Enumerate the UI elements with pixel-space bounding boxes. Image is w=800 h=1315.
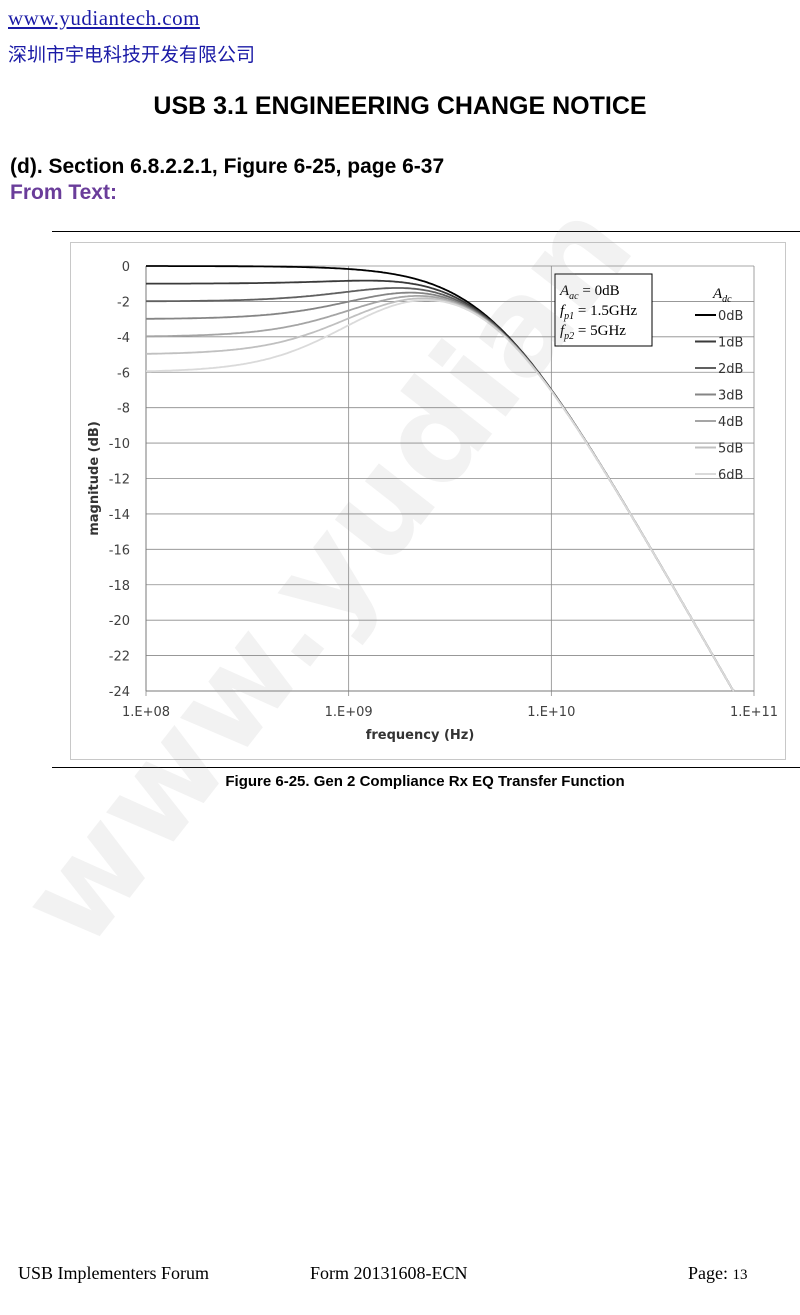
y-axis-title: magnitude (dB) — [87, 421, 102, 536]
chart-frame: 0 -2 -4 -6 -8 -10 -12 -14 -16 -18 -20 -22 -24 1.E+08 1… — [70, 242, 786, 760]
series-line-5dB — [146, 297, 735, 692]
chart-ticks: 0 -2 -4 -6 -8 -10 -12 -14 -16 -18 -20 -22 -24 1.E+08 1… — [109, 260, 778, 720]
y-tick-label: -18 — [109, 579, 130, 594]
header-url-link[interactable]: www.yudiantech.com — [8, 6, 200, 30]
y-tick-label: -20 — [109, 614, 130, 629]
from-text-label: From Text: — [10, 181, 117, 204]
figure-caption: Figure 6-25. Gen 2 Compliance Rx EQ Tran… — [225, 773, 625, 790]
y-tick-label: -4 — [117, 331, 130, 346]
x-tick-label: 1.E+11 — [730, 705, 778, 720]
annotation-frame — [554, 273, 653, 347]
footer-page-label: Page: — [688, 1263, 728, 1283]
footer-page-number: 13 — [732, 1267, 748, 1283]
y-tick-label: -12 — [109, 473, 130, 488]
legend-label-4dB: 4dB — [718, 415, 743, 430]
y-tick-label: -8 — [117, 402, 130, 417]
y-tick-label: 0 — [122, 260, 130, 275]
y-tick-label: -2 — [117, 295, 130, 310]
legend-label-2dB: 2dB — [718, 362, 743, 377]
x-tick-label: 1.E+10 — [527, 705, 575, 720]
y-tick-label: -16 — [109, 543, 130, 558]
x-tick-label: 1.E+08 — [122, 705, 170, 720]
annotation-line: fp1 = 1.5GHz — [560, 303, 638, 322]
chart-legend: Adc 0dB 1dB 2dB 3dB 4dB 5dB 6dB — [695, 286, 743, 483]
x-tick-label: 1.E+09 — [325, 705, 373, 720]
legend-label-0dB: 0dB — [718, 309, 743, 324]
series-line-2dB — [146, 287, 735, 692]
series-line-4dB — [145, 295, 735, 692]
section-heading: (d). Section 6.8.2.2.1, Figure 6-25, pag… — [10, 155, 445, 178]
header-company-name: 深圳市宇电科技开发有限公司 — [8, 44, 256, 66]
legend-label-1dB: 1dB — [718, 336, 743, 351]
top-rule — [52, 231, 800, 232]
y-tick-label: -6 — [117, 366, 130, 381]
y-tick-label: -14 — [109, 508, 130, 523]
y-tick-label: -24 — [109, 685, 130, 700]
chart-series — [145, 265, 735, 692]
footer-organization: USB Implementers Forum — [18, 1263, 209, 1283]
legend-label-5dB: 5dB — [718, 442, 743, 457]
annotation-line: fp2 = 5GHz — [560, 323, 626, 342]
footer-page: Page: 13 — [688, 1263, 748, 1284]
bottom-rule — [52, 767, 800, 768]
annotation-line: Aac = 0dB — [559, 283, 620, 302]
series-line-3dB — [146, 291, 735, 692]
legend-label-3dB: 3dB — [718, 389, 743, 404]
chart-grid — [145, 265, 755, 696]
document-title: USB 3.1 ENGINEERING CHANGE NOTICE — [153, 92, 647, 120]
y-tick-label: -10 — [109, 437, 130, 452]
legend-title: Adc — [712, 286, 732, 305]
y-tick-label: -22 — [109, 650, 130, 665]
series-line-6dB — [145, 299, 735, 692]
legend-label-6dB: 6dB — [718, 468, 743, 483]
footer-form-id: Form 20131608-ECN — [310, 1263, 468, 1283]
eq-transfer-chart: 0 -2 -4 -6 -8 -10 -12 -14 -16 -18 -20 -22 -24 1.E+08 1… — [87, 260, 778, 743]
x-axis-title: frequency (Hz) — [366, 728, 475, 743]
